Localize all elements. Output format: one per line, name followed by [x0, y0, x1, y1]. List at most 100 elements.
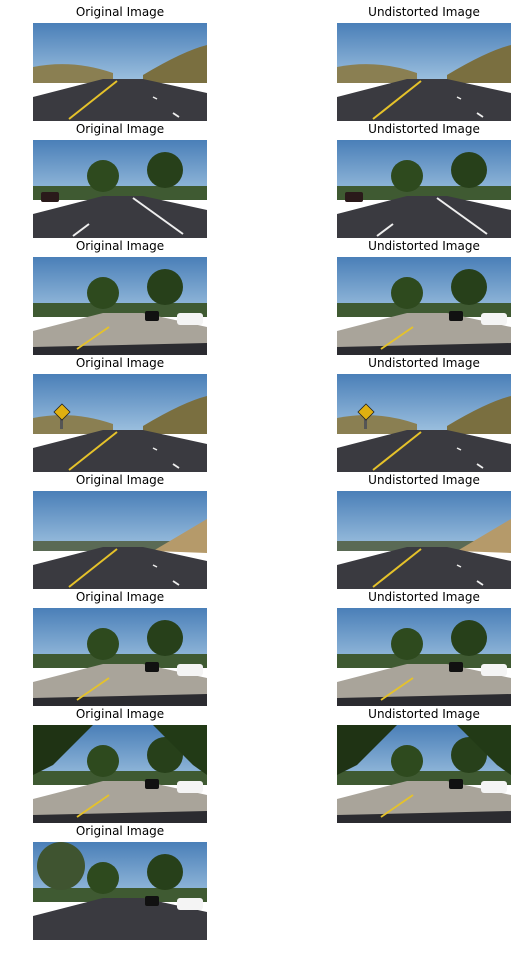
tree: [37, 842, 85, 890]
car-dark: [145, 896, 159, 906]
white-lane-line: [132, 197, 184, 235]
road-photo: [33, 725, 207, 823]
road-photo: [337, 491, 511, 589]
tree: [87, 628, 119, 660]
yellow-lane-line: [380, 677, 414, 701]
panel-image: [337, 374, 511, 472]
panel-image: [33, 374, 207, 472]
panel-title: Undistorted Image: [368, 356, 480, 370]
panel-image: [337, 23, 511, 121]
car-dark: [449, 779, 463, 789]
tree: [147, 854, 183, 890]
white-dash: [152, 447, 158, 451]
tree: [451, 620, 487, 656]
road: [337, 79, 511, 121]
road-photo: [33, 257, 207, 355]
panel-image: [337, 140, 511, 238]
panel-title: Undistorted Image: [368, 239, 480, 253]
hillside: [143, 396, 207, 434]
road-photo: [33, 140, 207, 238]
tree-line: [337, 186, 511, 200]
panel-title: Original Image: [75, 473, 165, 487]
yellow-lane-line: [372, 431, 422, 471]
tree: [147, 269, 183, 305]
hillside: [143, 45, 207, 83]
road: [337, 430, 511, 472]
tree-line: [337, 654, 511, 668]
white-dash: [456, 447, 462, 451]
yellow-lane-line: [372, 80, 422, 120]
car-white: [177, 313, 203, 325]
panel-title: Original Image: [75, 590, 165, 604]
panel-title: Undistorted Image: [368, 473, 480, 487]
tree-line: [33, 771, 207, 785]
panel-title: Undistorted Image: [368, 122, 480, 136]
tree: [147, 620, 183, 656]
tree: [391, 745, 423, 777]
car-white: [481, 664, 507, 676]
road-edge: [337, 694, 511, 706]
hillside: [153, 519, 207, 553]
warning-sign: [53, 403, 71, 421]
panel-image: [33, 842, 207, 940]
road-photo: [337, 725, 511, 823]
tree: [451, 152, 487, 188]
yellow-lane-line: [372, 548, 422, 588]
road: [33, 79, 207, 121]
white-dash: [476, 112, 484, 118]
hillside: [447, 45, 511, 83]
panel-image: [33, 140, 207, 238]
panel-image: [33, 23, 207, 121]
white-dash: [172, 580, 180, 586]
tree: [391, 628, 423, 660]
distant-hills: [33, 541, 207, 551]
tree: [391, 277, 423, 309]
tree: [87, 277, 119, 309]
white-dash: [152, 564, 158, 568]
road-edge: [337, 343, 511, 355]
white-dash: [172, 463, 180, 469]
car-dark: [41, 192, 59, 202]
white-dash: [456, 564, 462, 568]
panel-title: Undistorted Image: [368, 707, 480, 721]
yellow-lane-line: [380, 794, 414, 818]
road-photo: [337, 23, 511, 121]
panel-title: Original Image: [75, 356, 165, 370]
panel-image: [33, 257, 207, 355]
road-photo: [337, 257, 511, 355]
car-dark: [145, 779, 159, 789]
white-dash: [72, 223, 90, 237]
panel-image: [33, 725, 207, 823]
yellow-lane-line: [76, 326, 110, 350]
white-lane-line: [436, 197, 488, 235]
road-edge: [337, 811, 511, 823]
tree-canopy: [153, 725, 207, 775]
hillside: [337, 64, 417, 83]
tree-canopy: [457, 725, 511, 775]
tree: [391, 160, 423, 192]
hillside: [447, 396, 511, 434]
panel-image: [33, 491, 207, 589]
road-photo: [33, 491, 207, 589]
white-dash: [476, 463, 484, 469]
road-edge: [33, 811, 207, 823]
car-white: [177, 664, 203, 676]
distant-hills: [337, 541, 511, 551]
panel-image: [337, 257, 511, 355]
road: [337, 196, 511, 238]
panel-title: Original Image: [75, 707, 165, 721]
yellow-lane-line: [380, 326, 414, 350]
car-dark: [145, 662, 159, 672]
tree-line: [337, 771, 511, 785]
panel-image: [337, 608, 511, 706]
tree-line: [337, 303, 511, 317]
panel-title: Undistorted Image: [368, 5, 480, 19]
hillside: [33, 415, 113, 434]
hillside: [457, 519, 511, 553]
tree: [451, 269, 487, 305]
warning-sign: [357, 403, 375, 421]
tree-line: [33, 303, 207, 317]
road-edge: [33, 343, 207, 355]
road-photo: [33, 608, 207, 706]
